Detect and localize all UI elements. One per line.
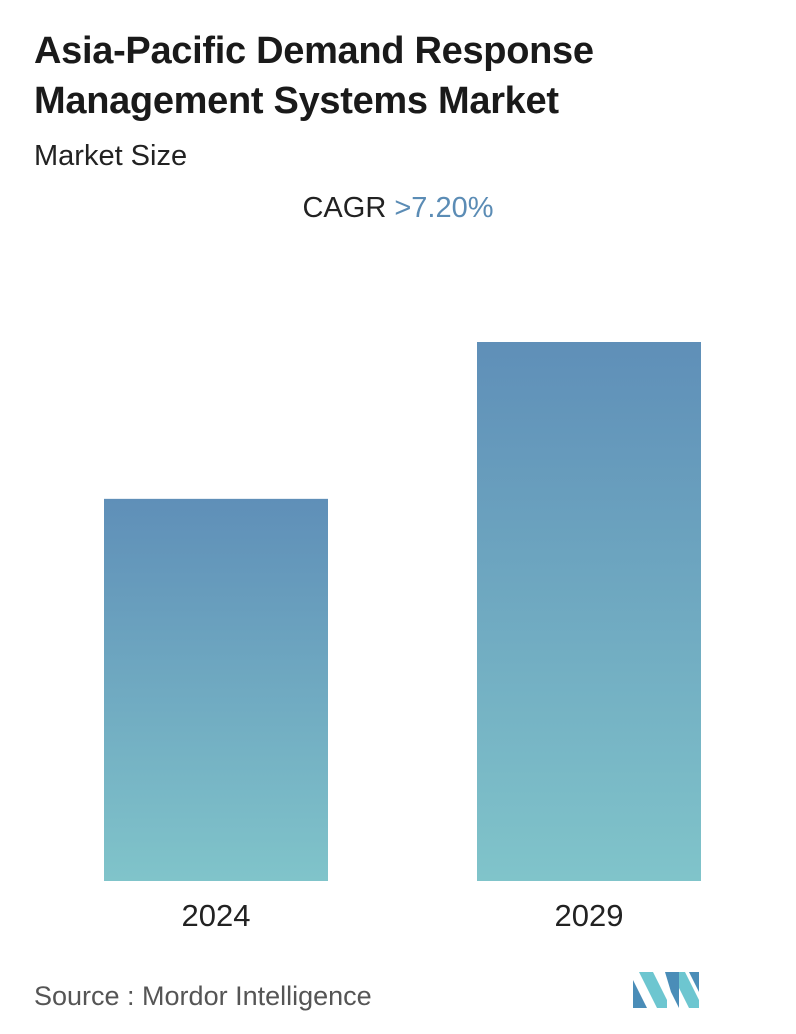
x-tick-label-2029: 2029 xyxy=(555,898,624,933)
x-tick-label-2024: 2024 xyxy=(182,898,251,933)
bar-2029 xyxy=(477,342,701,881)
chart-subtitle: Market Size xyxy=(34,140,188,172)
source-credit: Source : Mordor Intelligence xyxy=(34,981,372,1011)
chart-title: Asia-Pacific Demand Response Management … xyxy=(34,30,594,122)
cagr-annotation: CAGR >7.20% xyxy=(0,188,796,228)
mordor-intelligence-logo-icon xyxy=(633,972,699,1008)
cagr-label: CAGR xyxy=(302,192,387,224)
cagr-value: >7.20% xyxy=(394,192,494,224)
bar-2024 xyxy=(104,498,328,881)
